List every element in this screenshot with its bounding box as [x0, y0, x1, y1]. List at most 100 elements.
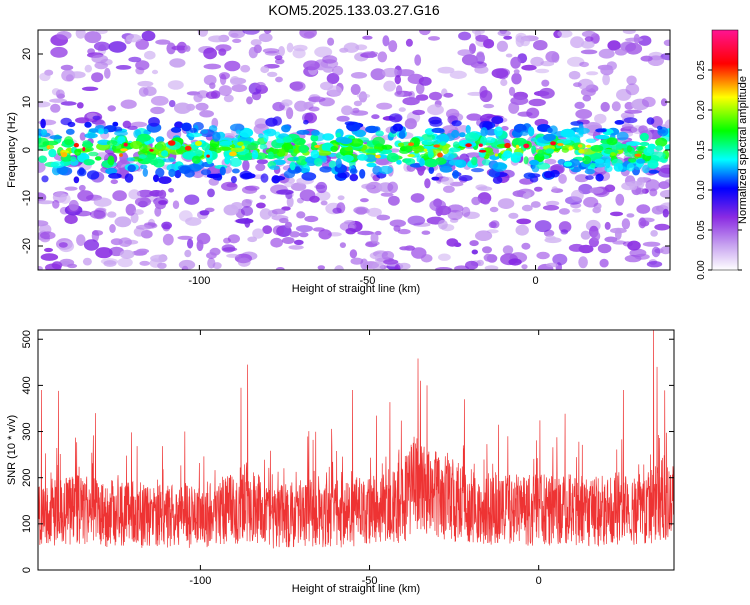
heatmap-cell — [296, 211, 306, 219]
heatmap-cell — [169, 58, 186, 68]
heatmap-cell — [657, 158, 667, 163]
heatmap-cell — [251, 149, 259, 160]
heatmap-cell — [326, 73, 340, 84]
heatmap-cell — [49, 135, 63, 140]
snr-ytick-label: 300 — [21, 422, 33, 440]
heatmap-cell — [404, 145, 413, 153]
heatmap-cell — [528, 98, 546, 107]
heatmap-cell — [471, 196, 481, 206]
heatmap-cell — [289, 161, 296, 171]
spectrogram-ytick-label: 20 — [21, 48, 33, 60]
heatmap-cell — [168, 100, 176, 108]
heatmap-cell — [560, 128, 575, 138]
heatmap-cell — [521, 264, 528, 270]
heatmap-cell — [161, 221, 173, 230]
heatmap-cell — [76, 102, 84, 109]
snr-frame — [37, 329, 675, 571]
heatmap-cell — [541, 79, 550, 87]
heatmap-cell — [92, 115, 101, 121]
heatmap-cell — [366, 162, 377, 168]
heatmap-cell — [162, 158, 177, 163]
heatmap-cell — [516, 218, 532, 225]
heatmap-cell — [594, 158, 605, 164]
heatmap-cell — [604, 236, 618, 243]
heatmap-cell — [78, 167, 85, 176]
heatmap-cell — [150, 106, 165, 115]
heatmap-cell — [208, 35, 226, 43]
heatmap-cell — [112, 190, 127, 202]
heatmap-hotspot — [195, 140, 202, 146]
heatmap-cell — [563, 161, 573, 167]
heatmap-cell — [170, 126, 182, 133]
heatmap-cell — [349, 168, 358, 175]
heatmap-cell — [370, 232, 379, 244]
heatmap-cell — [461, 206, 471, 217]
heatmap-cell — [250, 39, 262, 46]
heatmap-cell — [237, 257, 251, 267]
heatmap-cell — [439, 141, 447, 146]
heatmap-hotspot — [119, 153, 123, 157]
heatmap-cell — [535, 68, 550, 74]
heatmap-cell — [377, 51, 388, 63]
snr-series-line — [38, 330, 674, 549]
heatmap-cell — [212, 262, 222, 270]
heatmap-cell — [397, 142, 405, 147]
heatmap-cell — [523, 156, 529, 165]
heatmap-cell — [646, 261, 663, 268]
heatmap-cell — [415, 94, 429, 101]
heatmap-cell — [508, 101, 520, 114]
heatmap-cell — [286, 42, 294, 53]
heatmap-cell — [119, 249, 135, 259]
heatmap-cell — [515, 32, 527, 43]
heatmap-cell — [206, 173, 222, 179]
heatmap-cell — [153, 174, 159, 183]
heatmap-cell — [449, 70, 467, 80]
heatmap-cell — [560, 229, 569, 235]
heatmap-cell — [481, 199, 490, 205]
heatmap-cell — [262, 48, 280, 54]
heatmap-cell — [308, 96, 326, 103]
heatmap-cell — [591, 231, 601, 242]
heatmap-hotspot — [568, 146, 573, 151]
heatmap-cell — [82, 257, 92, 266]
heatmap-cell — [520, 130, 529, 136]
heatmap-cell — [244, 185, 260, 191]
heatmap-cell — [645, 179, 660, 192]
heatmap-cell — [605, 158, 611, 169]
heatmap-cell — [621, 123, 634, 130]
heatmap-cell — [584, 168, 596, 175]
heatmap-cell — [547, 127, 553, 133]
heatmap-cell — [298, 144, 309, 154]
heatmap-cell — [294, 166, 301, 173]
heatmap-hotspot — [523, 143, 530, 149]
heatmap-hotspot — [515, 144, 520, 149]
heatmap-cell — [184, 45, 191, 52]
heatmap-cell — [571, 189, 584, 202]
heatmap-cell — [371, 114, 380, 120]
spectrogram-heatmap — [38, 30, 670, 270]
snr-ytick-label: 200 — [21, 469, 33, 487]
heatmap-cell — [311, 129, 320, 136]
heatmap-cell — [388, 113, 403, 123]
heatmap-cell — [61, 261, 70, 265]
heatmap-cell — [485, 136, 496, 144]
heatmap-cell — [196, 239, 204, 251]
heatmap-cell — [581, 30, 597, 38]
heatmap-cell — [552, 253, 568, 266]
heatmap-cell — [626, 75, 637, 86]
heatmap-cell — [561, 147, 569, 153]
heatmap-cell — [551, 52, 560, 63]
heatmap-cell — [226, 183, 237, 188]
heatmap-cell — [166, 42, 176, 55]
heatmap-cell — [627, 157, 637, 163]
heatmap-cell — [290, 81, 306, 92]
snr-ytick-label: 500 — [21, 330, 33, 348]
heatmap-cell — [536, 251, 550, 260]
heatmap-cell — [276, 189, 294, 195]
heatmap-cell — [229, 157, 242, 167]
heatmap-cell — [320, 200, 328, 206]
heatmap-cell — [345, 228, 357, 235]
snr-xlabel: Height of straight line (km) — [292, 583, 420, 595]
heatmap-cell — [636, 158, 646, 164]
